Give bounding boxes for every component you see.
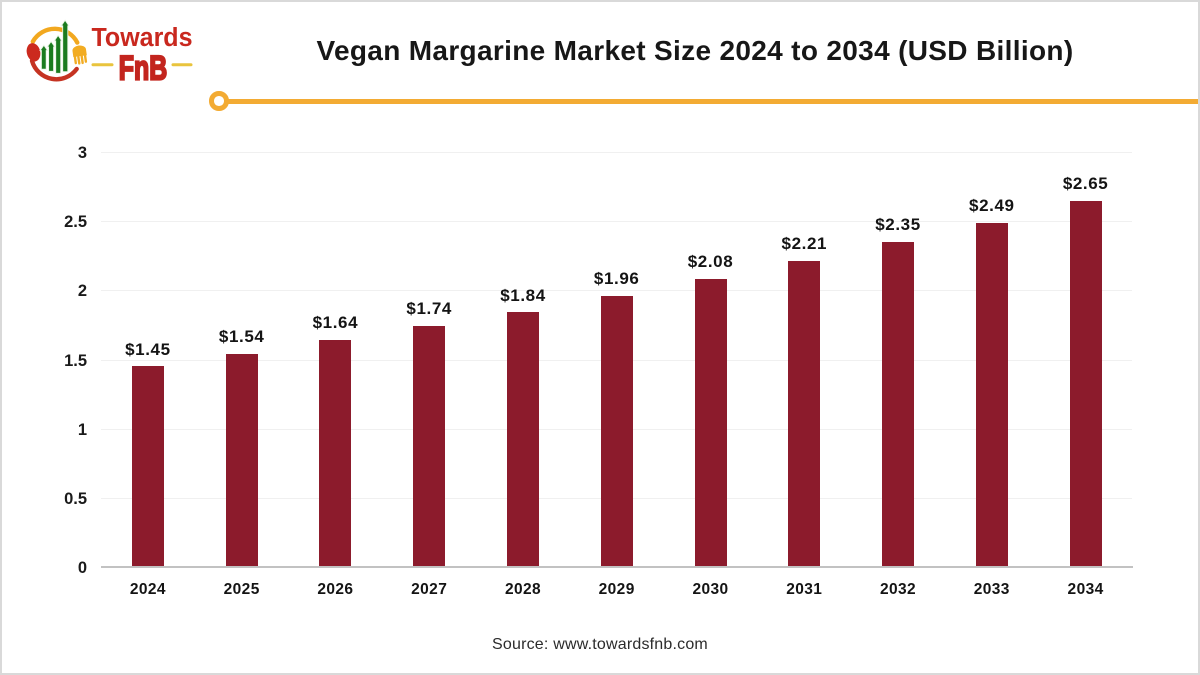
svg-text:Towards: Towards [92,24,193,52]
svg-text:FnB: FnB [119,50,167,88]
